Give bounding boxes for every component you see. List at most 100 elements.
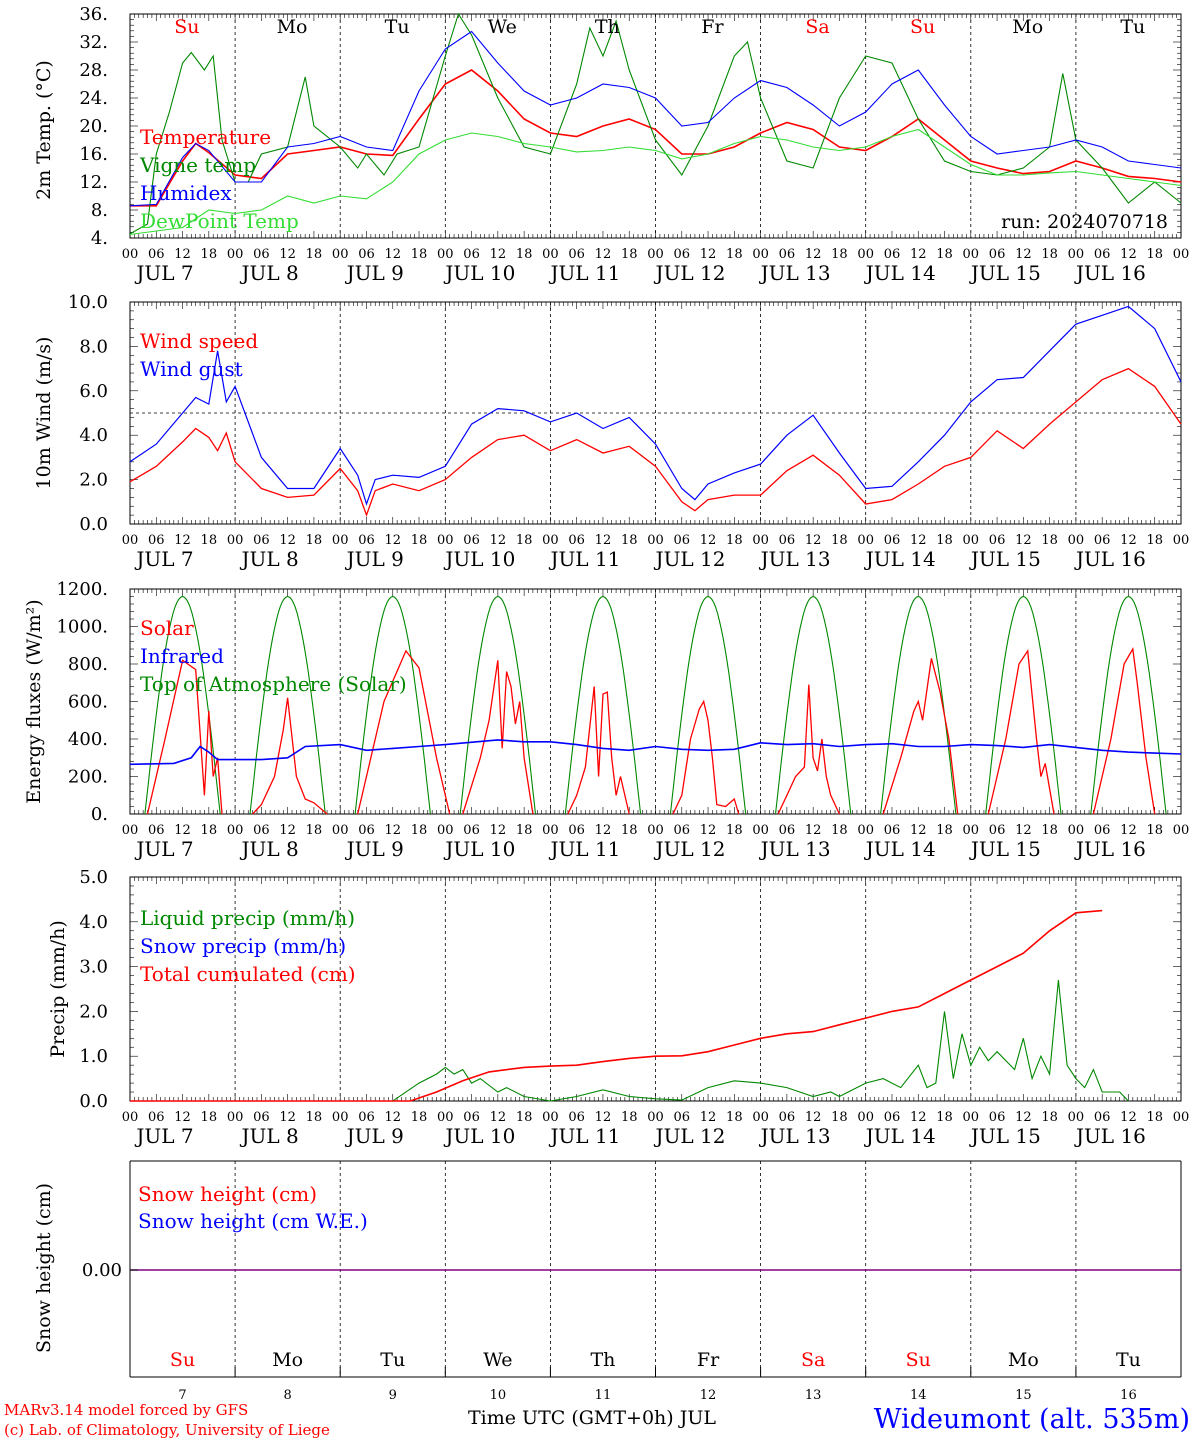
x-date-label: JUL 9 — [345, 261, 404, 285]
x-date-label: JUL 15 — [969, 837, 1041, 861]
x-hour-tick-label: 06 — [358, 533, 375, 548]
x-hour-tick-label: 06 — [884, 1110, 901, 1125]
y-axis-label: 10m Wind (m/s) — [33, 337, 55, 490]
x-hour-tick-label: 18 — [936, 1110, 953, 1125]
x-hour-tick-label: 00 — [647, 1110, 664, 1125]
x-date-label: JUL 11 — [548, 1124, 620, 1148]
x-hour-tick-label: 18 — [306, 823, 323, 838]
x-hour-tick-label: 00 — [647, 533, 664, 548]
x-hour-tick-label: 18 — [1146, 533, 1163, 548]
y-tick-label: 0.0 — [79, 1091, 108, 1112]
y-axis-label: Snow height (cm) — [33, 1183, 55, 1353]
x-hour-tick-label: 00 — [963, 533, 980, 548]
y-tick-label: 6.0 — [79, 381, 108, 402]
x-hour-tick-label: 00 — [1173, 533, 1190, 548]
legend-total-cumulated: Total cumulated (cm) — [140, 962, 356, 986]
x-hour-tick-label: 18 — [1041, 1110, 1058, 1125]
weekday-label-bottom: Sa — [801, 1349, 825, 1371]
y-tick-label: 12. — [79, 172, 108, 193]
y-axis-label: Precip (mm/h) — [47, 920, 69, 1058]
x-date-label: JUL 12 — [654, 261, 726, 285]
x-hour-tick-label: 12 — [595, 533, 612, 548]
x-hour-tick-label: 00 — [857, 533, 874, 548]
x-hour-tick-label: 00 — [332, 247, 349, 262]
liquid-precip-line — [130, 979, 1129, 1102]
x-date-label: JUL 14 — [864, 261, 936, 285]
x-hour-tick-label: 18 — [936, 533, 953, 548]
x-hour-tick-label: 12 — [910, 823, 927, 838]
x-date-label: JUL 13 — [759, 1124, 831, 1148]
x-hour-tick-label: 00 — [752, 533, 769, 548]
x-hour-tick-label: 18 — [1146, 247, 1163, 262]
x-hour-tick-label: 12 — [1120, 1110, 1137, 1125]
total-cumulated-line — [130, 909, 1103, 1102]
toa-solar-line — [459, 595, 537, 815]
x-hour-tick-label: 12 — [490, 247, 507, 262]
x-hour-tick-label: 18 — [831, 247, 848, 262]
x-hour-tick-label: 06 — [148, 823, 165, 838]
x-hour-tick-label: 12 — [910, 533, 927, 548]
y-tick-label: 800. — [68, 654, 108, 675]
x-hour-tick-label: 06 — [674, 247, 691, 262]
x-hour-tick-label: 00 — [1068, 1110, 1085, 1125]
weekday-label-top: Mo — [277, 16, 308, 38]
x-hour-tick-label: 06 — [568, 247, 585, 262]
x-hour-tick-label: 12 — [1120, 247, 1137, 262]
x-hour-tick-label: 00 — [227, 1110, 244, 1125]
x-date-label: JUL 10 — [443, 1124, 515, 1148]
x-hour-tick-label: 12 — [279, 823, 296, 838]
legend-vigne-temp: Vigne temp — [139, 153, 256, 177]
x-hour-tick-label: 06 — [463, 533, 480, 548]
x-date-label: JUL 15 — [969, 1124, 1041, 1148]
y-tick-label: 0.00 — [82, 1260, 122, 1281]
x-hour-tick-label: 12 — [595, 1110, 612, 1125]
x-date-label: JUL 8 — [240, 1124, 299, 1148]
x-hour-tick-label: 12 — [384, 823, 401, 838]
x-hour-tick-label: 00 — [1173, 1110, 1190, 1125]
x-hour-tick-label: 00 — [437, 247, 454, 262]
x-hour-tick-label: 06 — [884, 247, 901, 262]
solar-line — [882, 658, 959, 815]
solar-line — [672, 699, 740, 815]
x-hour-tick-label: 12 — [279, 533, 296, 548]
legend-dewpoint: DewPoint Temp — [140, 209, 299, 233]
y-axis-label: Energy fluxes (W/m²) — [23, 599, 45, 803]
x-hour-tick-label: 00 — [542, 247, 559, 262]
x-hour-tick-label: 00 — [647, 823, 664, 838]
y-tick-label: 32. — [79, 32, 108, 53]
x-hour-tick-label: 06 — [253, 533, 270, 548]
x-hour-tick-label: 18 — [621, 533, 638, 548]
day-number-label: 13 — [805, 1388, 822, 1403]
day-number-label: 15 — [1015, 1388, 1032, 1403]
weekday-label-top: Su — [910, 16, 935, 38]
day-number-label: 11 — [595, 1388, 612, 1403]
x-date-label: JUL 16 — [1074, 261, 1146, 285]
credit-line-1: MARv3.14 model forced by GFS — [4, 1401, 248, 1419]
x-hour-tick-label: 06 — [253, 1110, 270, 1125]
x-hour-tick-label: 06 — [1094, 533, 1111, 548]
x-hour-tick-label: 12 — [490, 823, 507, 838]
y-tick-label: 8. — [91, 200, 108, 221]
x-hour-tick-label: 06 — [884, 823, 901, 838]
x-hour-tick-label: 06 — [989, 247, 1006, 262]
day-number-label: 9 — [389, 1388, 397, 1403]
x-hour-tick-label: 18 — [621, 1110, 638, 1125]
x-hour-tick-label: 12 — [174, 823, 191, 838]
x-hour-tick-label: 18 — [831, 823, 848, 838]
x-hour-tick-label: 18 — [1041, 533, 1058, 548]
x-date-label: JUL 8 — [240, 261, 299, 285]
x-hour-tick-label: 12 — [174, 533, 191, 548]
x-hour-tick-label: 06 — [148, 247, 165, 262]
x-hour-tick-label: 12 — [279, 1110, 296, 1125]
toa-solar-line — [880, 595, 957, 815]
y-tick-label: 4. — [91, 228, 108, 249]
weekday-label-top: Tu — [385, 16, 410, 38]
x-hour-tick-label: 06 — [253, 823, 270, 838]
x-hour-tick-label: 06 — [779, 823, 796, 838]
x-hour-tick-label: 12 — [384, 1110, 401, 1125]
solar-line — [462, 660, 534, 815]
day-number-label: 8 — [284, 1388, 292, 1403]
x-hour-tick-label: 00 — [122, 1110, 139, 1125]
x-date-label: JUL 10 — [443, 837, 515, 861]
toa-solar-line — [669, 595, 747, 815]
